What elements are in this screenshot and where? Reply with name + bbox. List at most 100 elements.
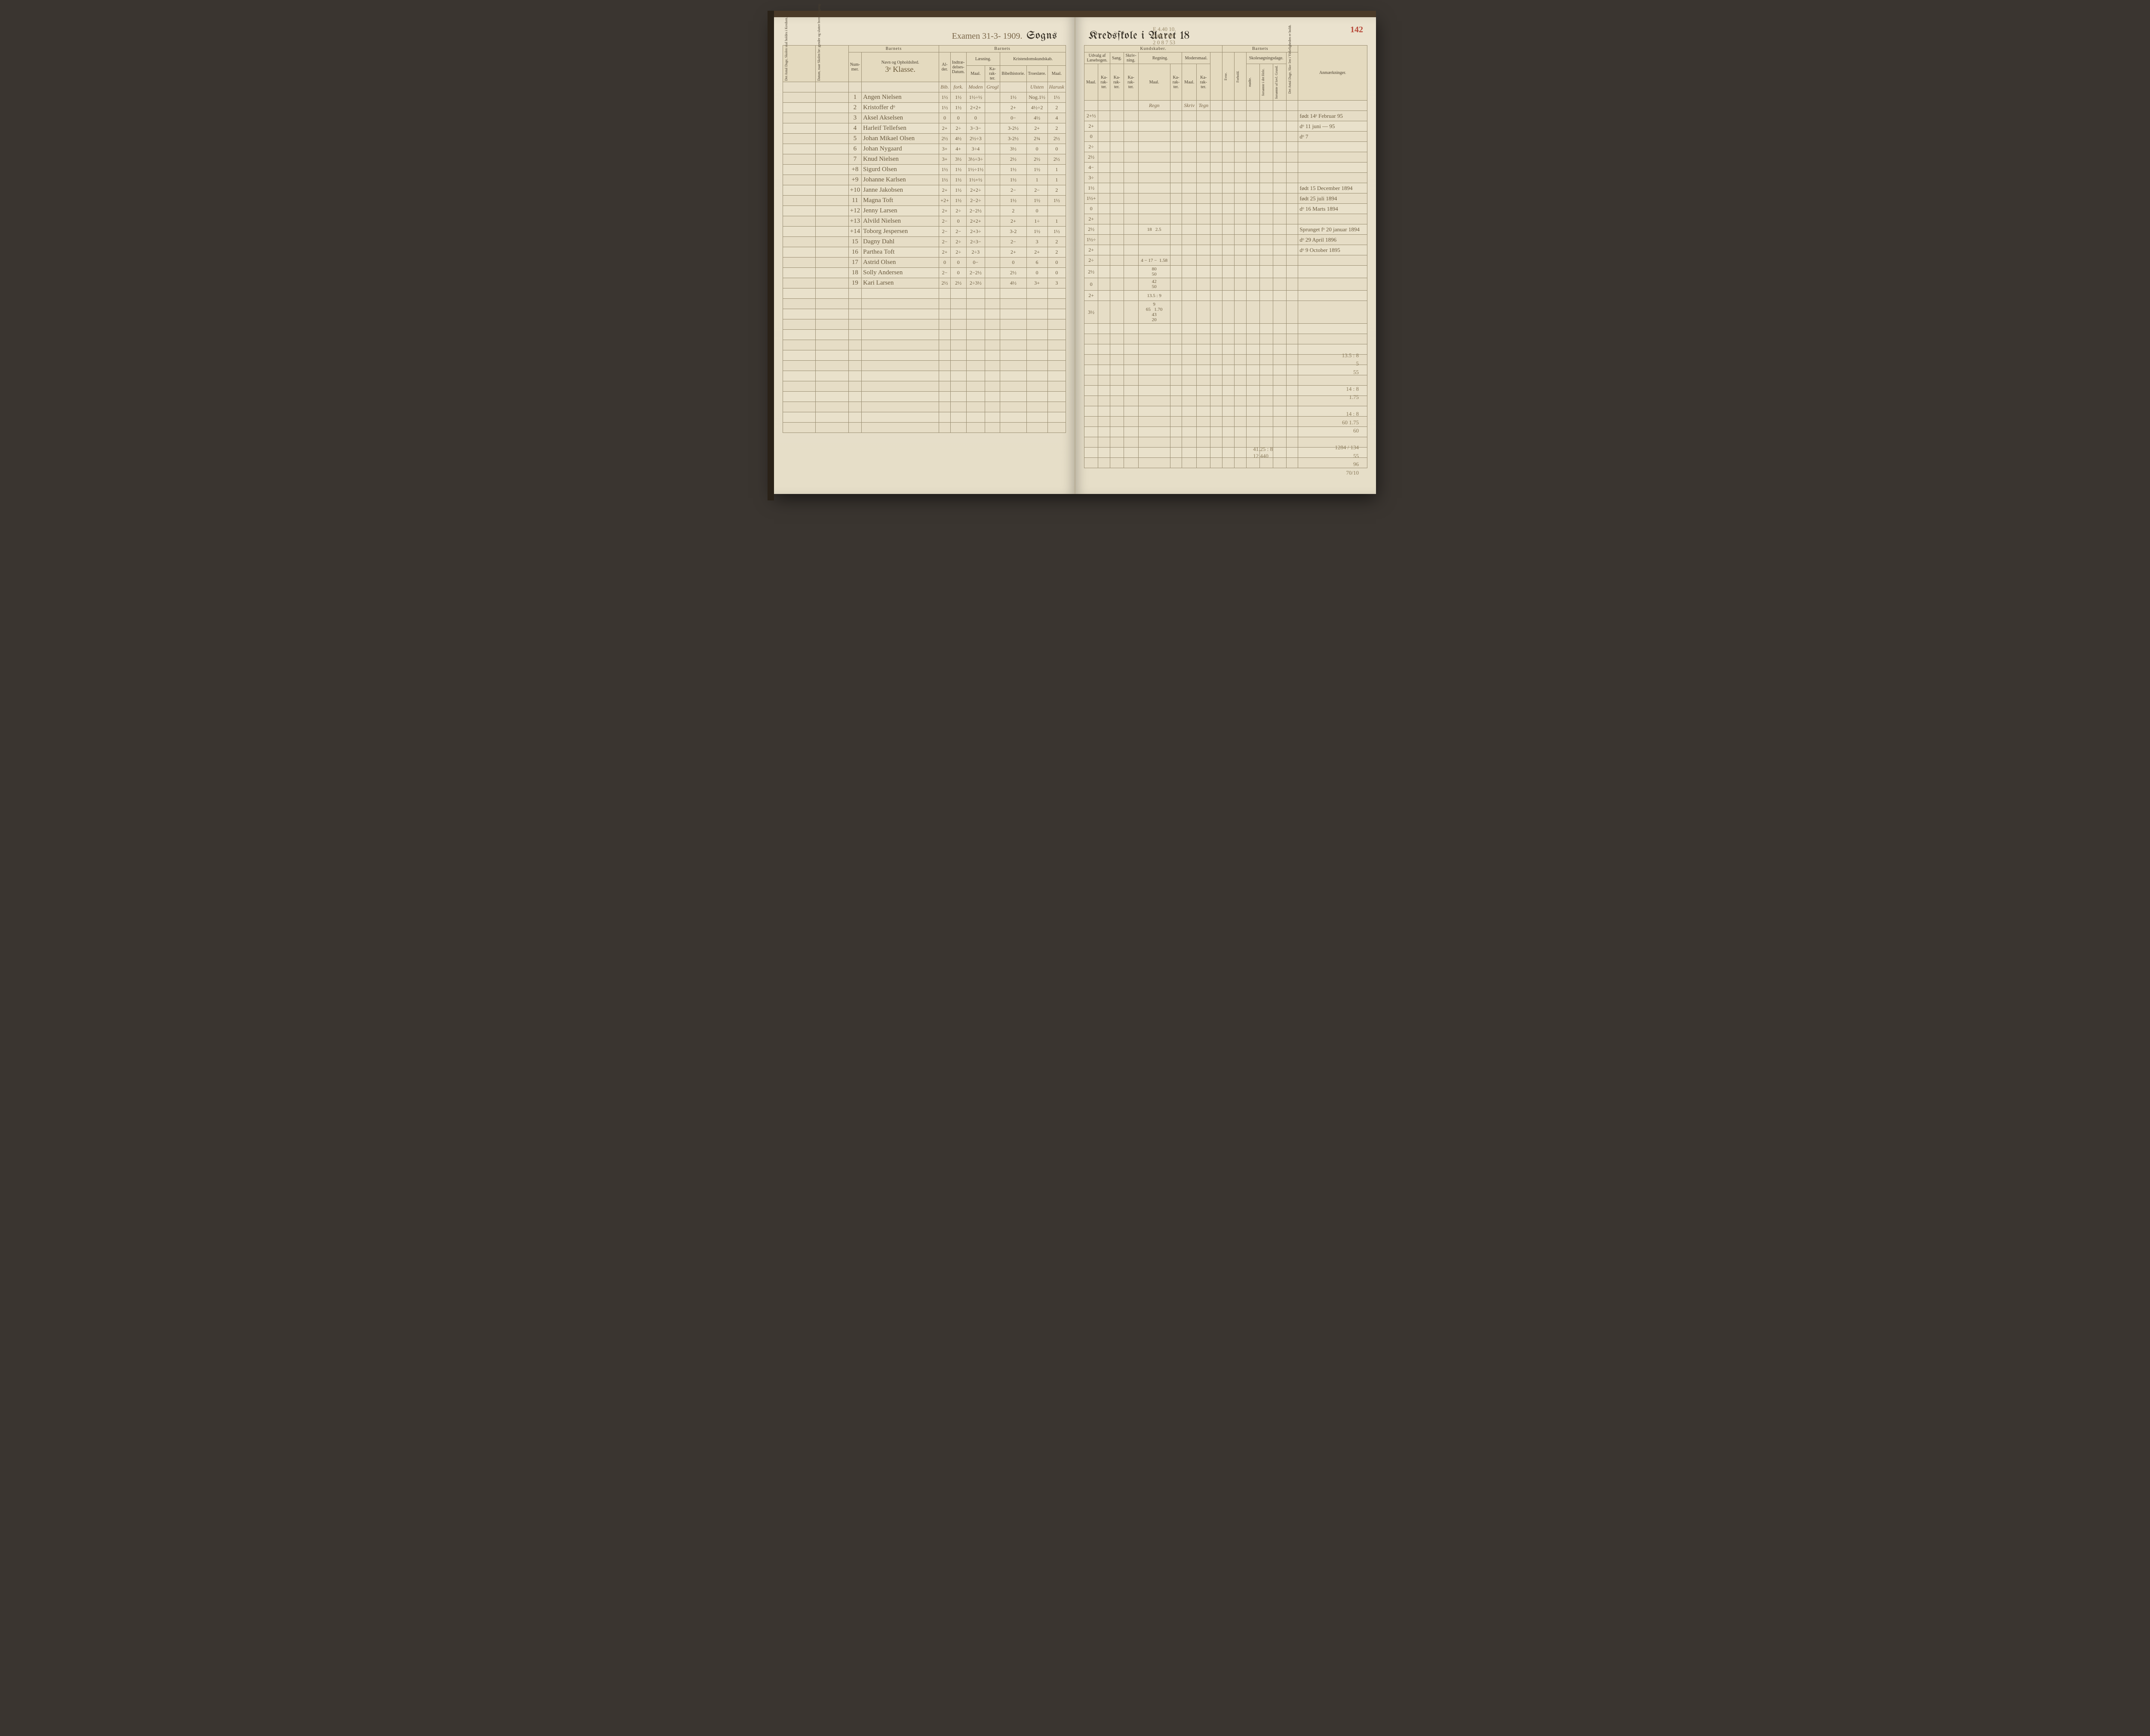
grade-cell bbox=[1098, 235, 1110, 245]
col-maal-4: Maal. bbox=[1138, 64, 1170, 101]
table-row: 6Johan Nygaard3+4+3÷43½00 bbox=[783, 144, 1066, 154]
grade-cell bbox=[1259, 183, 1273, 193]
grade-cell: 0 bbox=[1047, 144, 1066, 154]
grade-cell: 16 bbox=[848, 247, 861, 258]
grade-cell bbox=[1138, 193, 1170, 204]
grade-cell bbox=[816, 268, 848, 278]
col-maal-1: Maal. bbox=[966, 66, 985, 82]
grade-cell: 2+ bbox=[1084, 121, 1098, 132]
grade-cell bbox=[1182, 291, 1197, 301]
col-evne: Evne. bbox=[1224, 59, 1228, 94]
grade-cell: 2÷ bbox=[950, 247, 966, 258]
grade-cell: 1½ bbox=[950, 185, 966, 196]
grade-cell: 11 bbox=[848, 196, 861, 206]
grade-cell bbox=[1234, 183, 1246, 193]
grade-cell bbox=[1124, 301, 1138, 324]
subhead-cell bbox=[1273, 101, 1286, 111]
grade-cell bbox=[1182, 245, 1197, 255]
grade-cell bbox=[1259, 111, 1273, 121]
grade-cell: 1½ bbox=[939, 103, 951, 113]
grade-cell: 2+½ bbox=[1084, 111, 1098, 121]
subhead-cell bbox=[816, 82, 848, 92]
grade-cell bbox=[816, 258, 848, 268]
grade-cell bbox=[1138, 235, 1170, 245]
col-kar-7: Ka- rak- ter. bbox=[1197, 64, 1210, 101]
grade-cell: 2÷3 bbox=[966, 247, 985, 258]
grade-cell bbox=[1098, 291, 1110, 301]
left-page: Examen 31-3- 1909. Sogns Det Antal Dage,… bbox=[774, 17, 1075, 494]
grade-cell: 2÷ bbox=[950, 123, 966, 134]
grade-cell: +12 bbox=[848, 206, 861, 216]
grade-cell bbox=[783, 216, 816, 227]
remarks-cell bbox=[1298, 301, 1367, 324]
remarks-cell: født 25 juli 1894 bbox=[1298, 193, 1367, 204]
grade-cell bbox=[1234, 291, 1246, 301]
grade-cell bbox=[1273, 152, 1286, 163]
col-laesning: Læsning. bbox=[966, 52, 1000, 66]
grade-cell: 1½÷½ bbox=[966, 92, 985, 103]
grade-cell bbox=[1110, 235, 1124, 245]
grade-cell: 80 50 bbox=[1138, 266, 1170, 278]
grade-cell bbox=[1259, 224, 1273, 235]
col-kar-3: Ka- rak- ter. bbox=[1098, 64, 1110, 101]
grade-cell bbox=[1259, 214, 1273, 224]
grade-cell bbox=[1170, 266, 1182, 278]
grade-cell bbox=[1098, 183, 1110, 193]
grade-cell bbox=[1222, 266, 1235, 278]
grade-cell bbox=[783, 268, 816, 278]
remarks-cell bbox=[1298, 142, 1367, 152]
name-cell: Solly Andersen bbox=[862, 268, 939, 278]
grade-cell: 2+ bbox=[1084, 245, 1098, 255]
grade-cell bbox=[1246, 121, 1259, 132]
grade-cell: 0 bbox=[950, 258, 966, 268]
grade-cell: 0 bbox=[1047, 268, 1066, 278]
table-row: 3Aksel Akselsen0000−4½4 bbox=[783, 113, 1066, 123]
grade-cell bbox=[1234, 132, 1246, 142]
grade-cell bbox=[1246, 111, 1259, 121]
grade-cell bbox=[1222, 245, 1235, 255]
sogns-title: Sogns bbox=[1026, 30, 1057, 42]
grade-cell: 15 bbox=[848, 237, 861, 247]
grade-cell bbox=[1246, 214, 1259, 224]
name-cell: Parthea Toft bbox=[862, 247, 939, 258]
grade-cell bbox=[1246, 245, 1259, 255]
col-regning: Regning. bbox=[1138, 52, 1182, 64]
grade-cell bbox=[1182, 121, 1197, 132]
grade-cell bbox=[1098, 204, 1110, 214]
grade-cell: 0 bbox=[939, 258, 951, 268]
grade-cell bbox=[1246, 291, 1259, 301]
table-row: 1Angen Nielsen1½1½1½÷½1½Nog.1½1½ bbox=[783, 92, 1066, 103]
grade-cell bbox=[1098, 152, 1110, 163]
grade-cell bbox=[1170, 163, 1182, 173]
grade-cell bbox=[1124, 245, 1138, 255]
grade-cell bbox=[1286, 266, 1298, 278]
grade-cell bbox=[1210, 214, 1222, 224]
grade-cell bbox=[1273, 291, 1286, 301]
grade-cell bbox=[816, 216, 848, 227]
grade-cell: 0 bbox=[950, 216, 966, 227]
empty-row bbox=[783, 381, 1066, 392]
col-troes: Troeslære. bbox=[1026, 66, 1047, 82]
grade-cell bbox=[816, 92, 848, 103]
grade-cell: 2−2½ bbox=[966, 206, 985, 216]
grade-cell: 1½ bbox=[1047, 196, 1066, 206]
grade-cell bbox=[1234, 173, 1246, 183]
empty-row bbox=[783, 361, 1066, 371]
grade-cell bbox=[1273, 111, 1286, 121]
grade-cell bbox=[1124, 142, 1138, 152]
grade-cell bbox=[1222, 173, 1235, 183]
grade-cell bbox=[783, 103, 816, 113]
grade-cell bbox=[816, 196, 848, 206]
grade-cell: 2+ bbox=[939, 247, 951, 258]
grade-cell: 2 bbox=[1047, 237, 1066, 247]
grade-cell: 2+ bbox=[1084, 291, 1098, 301]
subhead-cell bbox=[862, 82, 939, 92]
grade-cell bbox=[1138, 132, 1170, 142]
grade-cell bbox=[1138, 152, 1170, 163]
grade-cell bbox=[816, 144, 848, 154]
grade-cell bbox=[1110, 142, 1124, 152]
grade-cell bbox=[1110, 121, 1124, 132]
grade-cell: +13 bbox=[848, 216, 861, 227]
grade-cell bbox=[1124, 193, 1138, 204]
grade-cell: 2+ bbox=[1000, 216, 1026, 227]
